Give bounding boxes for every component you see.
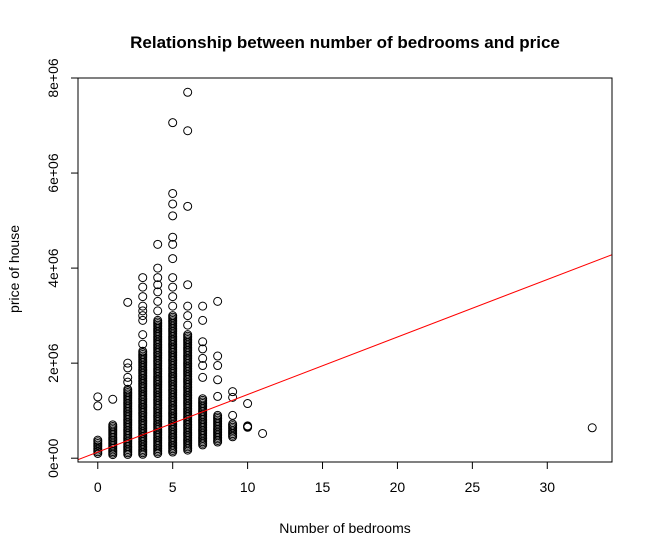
y-tick-label: 0e+00 xyxy=(45,438,61,478)
data-point xyxy=(93,392,103,402)
data-point xyxy=(228,419,238,429)
chart-title: Relationship between number of bedrooms … xyxy=(130,33,560,52)
data-point xyxy=(198,353,208,363)
data-point xyxy=(587,423,597,433)
data-point xyxy=(168,273,178,283)
data-point xyxy=(213,351,223,361)
data-point xyxy=(213,391,223,401)
regression-line xyxy=(78,254,612,461)
data-point xyxy=(198,337,208,347)
data-point xyxy=(183,301,193,311)
y-axis-label: price of house xyxy=(6,225,22,313)
data-point xyxy=(258,428,268,438)
data-point xyxy=(183,87,193,97)
x-axis-label: Number of bedrooms xyxy=(279,520,411,536)
data-point xyxy=(108,420,118,430)
x-axis: 0 5 10 15 20 25 30 xyxy=(94,461,555,495)
data-point xyxy=(123,384,133,394)
y-tick-label: 6e+06 xyxy=(45,153,61,193)
data-point xyxy=(168,311,178,321)
y-tick-label: 8e+06 xyxy=(45,58,61,98)
data-point xyxy=(183,320,193,330)
data-point xyxy=(153,296,163,306)
data-point xyxy=(168,188,178,198)
x-tick-label: 10 xyxy=(240,479,256,495)
data-point xyxy=(183,311,193,321)
data-point xyxy=(168,199,178,209)
data-point xyxy=(153,306,163,316)
data-point xyxy=(228,387,238,397)
data-point xyxy=(198,344,208,354)
data-point xyxy=(183,330,193,340)
data-point xyxy=(168,282,178,292)
data-point xyxy=(168,232,178,242)
data-point xyxy=(93,401,103,411)
data-point xyxy=(168,118,178,128)
data-point xyxy=(168,211,178,221)
data-point xyxy=(123,372,133,382)
data-point xyxy=(138,330,148,340)
data-point xyxy=(168,292,178,302)
data-point xyxy=(213,375,223,385)
data-point xyxy=(138,282,148,292)
data-point xyxy=(168,301,178,311)
data-point xyxy=(153,315,163,325)
data-point xyxy=(213,296,223,306)
data-point xyxy=(153,239,163,249)
data-point xyxy=(198,301,208,311)
data-point xyxy=(168,254,178,264)
data-point xyxy=(213,410,223,420)
y-axis: 0e+00 2e+06 4e+06 6e+06 8e+06 xyxy=(45,58,79,478)
data-point xyxy=(168,239,178,249)
y-tick-label: 2e+06 xyxy=(45,343,61,383)
data-point xyxy=(123,358,133,368)
data-point xyxy=(153,273,163,283)
data-point xyxy=(183,126,193,136)
data-point xyxy=(183,280,193,290)
data-point xyxy=(138,346,148,356)
y-tick-label: 4e+06 xyxy=(45,248,61,288)
data-point xyxy=(213,361,223,371)
data-point xyxy=(138,315,148,325)
data-point xyxy=(243,421,253,431)
data-point xyxy=(153,263,163,273)
x-tick-label: 15 xyxy=(315,479,331,495)
data-point xyxy=(153,280,163,290)
data-point xyxy=(123,363,133,373)
data-point xyxy=(183,201,193,211)
data-point xyxy=(243,399,253,409)
data-point xyxy=(138,273,148,283)
data-point xyxy=(138,306,148,316)
regression-line-group xyxy=(78,254,612,461)
data-point xyxy=(228,392,238,402)
data-point xyxy=(138,292,148,302)
x-tick-label: 30 xyxy=(539,479,555,495)
data-point xyxy=(198,394,208,404)
data-point xyxy=(198,372,208,382)
data-point xyxy=(153,287,163,297)
data-point xyxy=(198,315,208,325)
data-point xyxy=(138,301,148,311)
data-point xyxy=(138,311,148,321)
data-points xyxy=(93,87,597,460)
x-tick-label: 20 xyxy=(390,479,406,495)
data-point xyxy=(123,377,133,387)
x-tick-label: 25 xyxy=(465,479,481,495)
data-point xyxy=(93,435,103,445)
data-point xyxy=(228,410,238,420)
data-point xyxy=(123,297,133,307)
data-point xyxy=(198,361,208,371)
x-tick-label: 0 xyxy=(94,479,102,495)
x-tick-label: 5 xyxy=(169,479,177,495)
data-point xyxy=(108,394,118,404)
data-point xyxy=(138,339,148,349)
